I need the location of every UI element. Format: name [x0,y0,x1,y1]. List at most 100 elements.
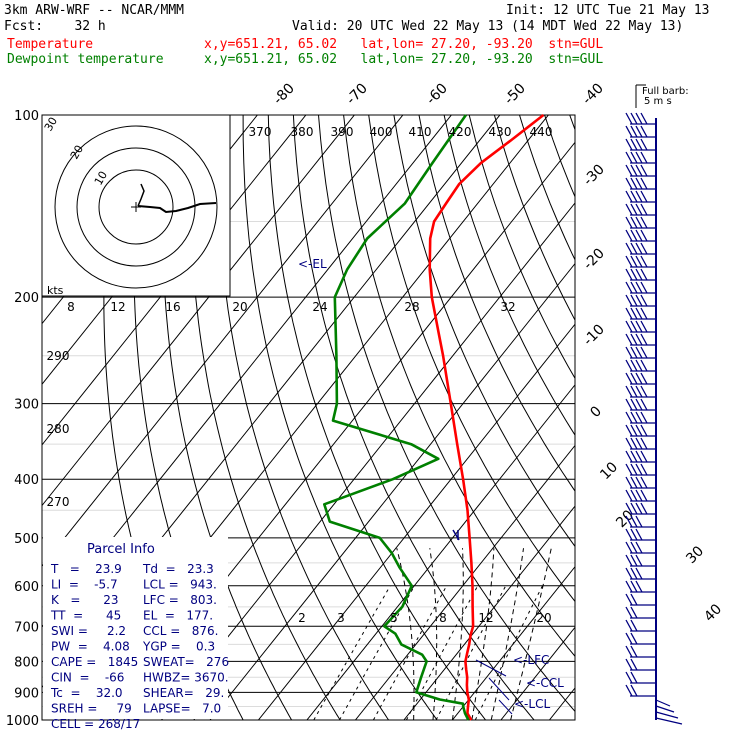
wind-barb-flag [625,684,633,697]
wind-barb [625,541,656,554]
wind-barb-flag [630,658,638,671]
pressure-label: 700 [14,620,39,635]
wind-barb-flag [625,580,633,593]
parcel-info-left: CAPE = 1845 [51,655,138,669]
wind-barb-flag [640,294,648,307]
wind-barb-flag [625,476,633,489]
wind-barb-flag [625,255,633,268]
el-marker: <-EL [298,257,327,271]
dry-adiabat [595,115,740,733]
wind-barb [625,398,656,411]
wind-barb-flag [640,502,648,515]
wind-barb-flag [630,216,638,229]
wind-barb-flag [640,190,648,203]
wind-barb-flag [625,424,633,437]
pressure-label: 900 [14,686,39,701]
wind-barb-flag [635,398,643,411]
isotherm-line [452,565,575,720]
pressure-label: 100 [14,109,39,124]
hodo-speed-label: 32 [500,300,515,314]
wind-barb-flag [630,346,638,359]
wind-barb-flag [625,216,633,229]
pressure-label: 600 [14,580,39,595]
dry-adiabat [443,115,575,437]
isotherm-line [42,115,355,507]
wind-barb-flag [640,229,648,242]
wind-barb [625,229,656,242]
parcel-info-left: K = 23 [51,593,119,607]
level-marker-line [488,677,510,701]
hodograph-trace [137,202,217,214]
wind-barb-flag [640,281,648,294]
wind-barb-flag [640,463,648,476]
pressure-label: 800 [14,655,39,670]
parcel-info-left: LI = -5.7 [51,578,118,592]
wind-barb-flag [630,554,638,567]
wind-barb-flag [635,437,643,450]
wind-barb-flag [630,580,638,593]
wind-barb-flag [625,450,633,463]
wind-barb-flag [630,567,638,580]
lcl-marker: <-LCL [514,697,550,711]
moist-adiabat [451,548,464,720]
isotherm-label: -50 [501,80,528,107]
wind-barb-flag [625,333,633,346]
lfc-marker: <-LFC [513,653,549,667]
wind-barb-flag [635,489,643,502]
parcel-info-right: EL = 177. [143,609,213,623]
wind-barb-flag [640,346,648,359]
wind-barb-flag [635,112,643,125]
wind-barb-flag [640,138,648,151]
isotherm-line [161,202,575,720]
hodo-speed-label: 12 [110,300,125,314]
wind-barb [625,125,656,138]
dry-adiabat [393,115,575,548]
wind-barb-flag [630,294,638,307]
wind-barb [625,333,656,346]
hodo-speed-label: 20 [232,300,247,314]
wind-barb [625,489,656,502]
wind-barb-flag [640,125,648,138]
wind-barb [625,281,656,294]
wind-barb-flag [640,203,648,216]
hodo-speed-label: 16 [165,300,180,314]
wind-barb-flag [630,632,638,645]
wind-barb-flag [630,372,638,385]
wind-barb [625,255,656,268]
pressure-label: 400 [14,473,39,488]
wind-barb-flag [625,346,633,359]
wind-barb-flag [635,164,643,177]
wind-barb-flag [625,294,633,307]
parcel-info-left: SREH = 79 [51,702,132,716]
wind-barb-flag [640,424,648,437]
valid-time: Valid: 20 UTC Wed 22 May 13 (14 MDT Wed … [292,19,684,34]
wind-barb-flag [625,554,633,567]
wind-barb-flag [635,229,643,242]
wind-barb [625,671,656,684]
wind-barb-flag [625,437,633,450]
wind-barb-flag [635,372,643,385]
wind-barb-flag [630,333,638,346]
wind-barb [625,294,656,307]
wind-barb-flag [625,528,633,541]
parcel-info-left: SWI = 2.2 [51,624,126,638]
dry-adiabat [189,115,341,720]
wind-barb-flag [640,385,648,398]
wind-barb-flag [640,268,648,281]
dry-adiabat [318,115,575,713]
dewpoint-legend-label: Dewpoint temperature [7,52,164,67]
wind-barb [625,476,656,489]
wind-barb [625,619,656,632]
wind-barb [625,502,656,515]
wind-barb-flag [630,268,638,281]
parcel-info-right: LCL = 943. [143,578,217,592]
dry-adiabat [468,115,575,380]
wind-barb-flag [625,372,633,385]
dry-adiabat [343,115,575,658]
moist-adiabat [471,548,495,720]
wind-barb-flag [630,411,638,424]
wind-barb [625,216,656,229]
wind-barb-flag [635,307,643,320]
wind-barb-flag [630,359,638,372]
wind-barb-flag [640,242,648,255]
